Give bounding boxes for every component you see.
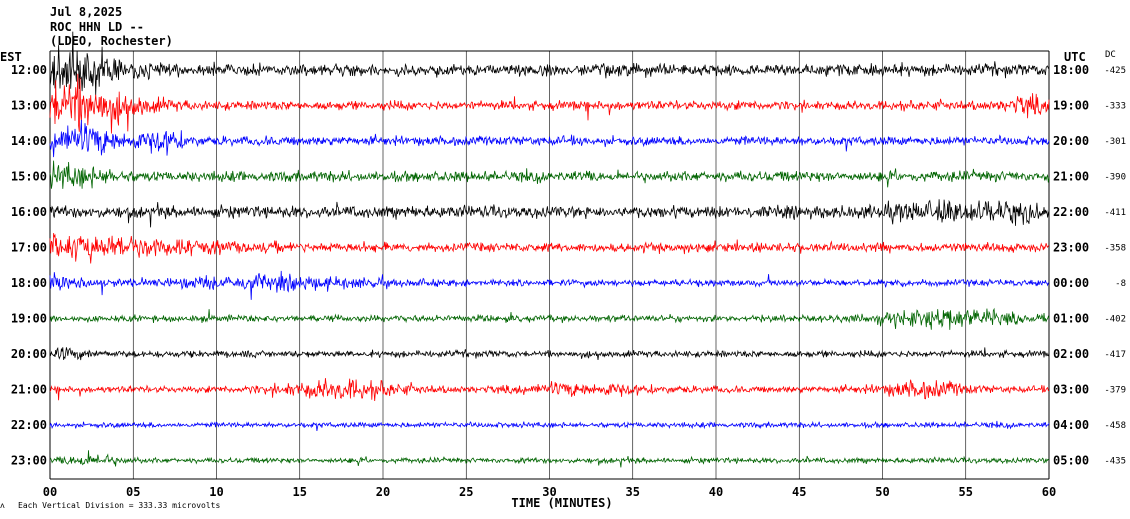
est-label-4: 16:00 [11, 205, 47, 219]
utc-label-10: 04:00 [1053, 418, 1089, 432]
dc-label-5: -358 [1104, 244, 1126, 254]
utc-label-4: 22:00 [1053, 205, 1089, 219]
trace-row-0 [49, 31, 1050, 96]
utc-label-11: 05:00 [1053, 454, 1089, 468]
est-label-0: 12:00 [11, 63, 47, 77]
est-label-1: 13:00 [11, 99, 47, 113]
est-label-2: 14:00 [11, 134, 47, 148]
trace-row-2 [49, 119, 1050, 158]
utc-label-9: 03:00 [1053, 383, 1089, 397]
dc-column-label: DC [1105, 50, 1116, 60]
x-tick-60: 60 [1042, 485, 1056, 499]
dc-label-8: -417 [1104, 350, 1126, 360]
dc-label-9: -379 [1104, 386, 1126, 396]
dc-label-11: -435 [1104, 457, 1126, 467]
trace-group [49, 31, 1050, 468]
utc-label-3: 21:00 [1053, 170, 1089, 184]
trace-row-8 [49, 347, 1050, 361]
x-tick-15: 15 [293, 485, 307, 499]
trace-row-10 [49, 420, 1050, 431]
trace-row-3 [49, 160, 1050, 189]
est-label-9: 21:00 [11, 383, 47, 397]
dc-label-3: -390 [1104, 173, 1126, 183]
trace-row-7 [49, 307, 1050, 330]
est-label-10: 22:00 [11, 418, 47, 432]
est-label-7: 19:00 [11, 312, 47, 326]
trace-row-1 [49, 73, 1050, 134]
trace-row-11 [49, 450, 1050, 468]
utc-label-2: 20:00 [1053, 134, 1089, 148]
utc-label-1: 19:00 [1053, 99, 1089, 113]
dc-label-7: -402 [1104, 315, 1126, 325]
trace-row-4 [49, 199, 1050, 228]
dc-label-10: -458 [1104, 421, 1126, 431]
est-label-11: 23:00 [11, 454, 47, 468]
x-tick-35: 35 [626, 485, 640, 499]
x-tick-50: 50 [875, 485, 889, 499]
x-tick-labels: 00 05 10 15 20 25 30 35 40 45 50 55 60 [43, 485, 1056, 499]
trace-row-5 [49, 233, 1050, 264]
est-label-6: 18:00 [11, 276, 47, 290]
scale-note-mark: ᴧ [0, 501, 5, 510]
x-axis-label: TIME (MINUTES) [511, 496, 612, 510]
minute-gridlines [49, 51, 1050, 479]
est-axis-label: EST [0, 50, 22, 64]
utc-label-6: 00:00 [1053, 276, 1089, 290]
network-title: (LDEO, Rochester) [50, 34, 173, 48]
station-title: ROC HHN LD -- [50, 20, 144, 34]
utc-label-8: 02:00 [1053, 347, 1089, 361]
scale-note: Each Vertical Division = 333.33 microvol… [18, 501, 220, 510]
trace-row-6 [49, 270, 1050, 300]
est-label-5: 17:00 [11, 241, 47, 255]
row-labels: 12:00 18:00 -425 13:00 19:00 -333 14:00 20:00 -3… [11, 63, 1126, 468]
x-tick-55: 55 [959, 485, 973, 499]
dc-label-2: -301 [1104, 137, 1126, 147]
x-tick-25: 25 [459, 485, 473, 499]
est-label-3: 15:00 [11, 170, 47, 184]
utc-label-5: 23:00 [1053, 241, 1089, 255]
x-tick-40: 40 [709, 485, 723, 499]
x-tick-05: 05 [126, 485, 140, 499]
utc-axis-label: UTC [1064, 50, 1086, 64]
est-label-8: 20:00 [11, 347, 47, 361]
dc-label-4: -411 [1104, 208, 1126, 218]
utc-label-0: 18:00 [1053, 63, 1089, 77]
dc-label-1: -333 [1104, 102, 1126, 112]
x-tick-00: 00 [43, 485, 57, 499]
dc-label-0: -425 [1104, 66, 1126, 76]
x-tick-20: 20 [376, 485, 390, 499]
x-tick-45: 45 [792, 485, 806, 499]
dc-label-6: -8 [1115, 279, 1126, 289]
utc-label-7: 01:00 [1053, 312, 1089, 326]
x-tick-30: 30 [542, 485, 556, 499]
date-title: Jul 8,2025 [50, 5, 122, 19]
x-tick-10: 10 [209, 485, 223, 499]
trace-row-9 [49, 378, 1050, 402]
